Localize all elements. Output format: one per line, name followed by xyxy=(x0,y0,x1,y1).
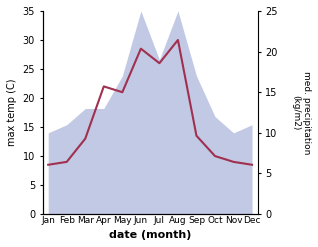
Y-axis label: med. precipitation
(kg/m2): med. precipitation (kg/m2) xyxy=(292,71,311,154)
X-axis label: date (month): date (month) xyxy=(109,230,191,240)
Y-axis label: max temp (C): max temp (C) xyxy=(7,79,17,146)
